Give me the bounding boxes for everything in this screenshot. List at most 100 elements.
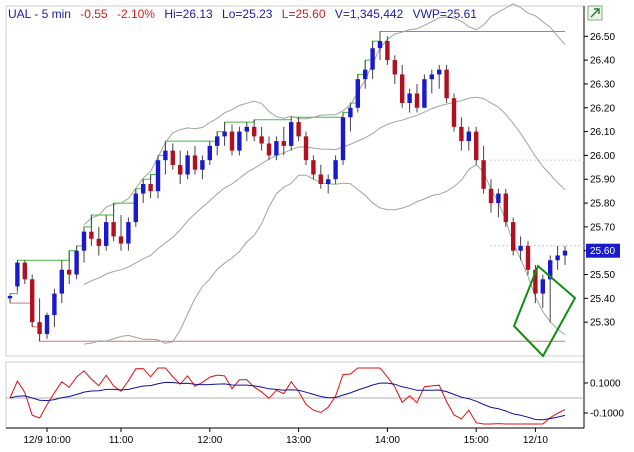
oscillator (6, 367, 584, 425)
candle-body (7, 295, 13, 299)
candle-body (385, 41, 390, 61)
candle-body (370, 48, 375, 70)
candle-body (74, 250, 79, 275)
symbol-label: UAL - 5 min (8, 7, 71, 21)
candle-body (377, 41, 383, 49)
pattern-annotation (512, 264, 577, 358)
candle-body (474, 131, 479, 161)
candle-body (363, 69, 368, 80)
candle-body (340, 117, 346, 161)
bollinger-upper (83, 3, 566, 226)
candle-body (44, 315, 50, 335)
candle-body (118, 236, 124, 244)
oscillator-tick-label: 0.1000 (590, 379, 621, 390)
time-tick-label: 11:00 (109, 435, 134, 446)
time-tick-label: 13:00 (286, 435, 311, 446)
candle-body (148, 184, 153, 192)
oscillator-slow-line (9, 381, 566, 421)
candle-body (429, 74, 434, 80)
candle-body (229, 131, 235, 151)
last-price-box: 25.60 (586, 243, 620, 258)
candle-body (207, 145, 212, 161)
candle-body (437, 69, 442, 75)
candle-body (155, 160, 161, 192)
price-tick-label: 25.50 (590, 270, 615, 281)
price-tick-label: 25.70 (590, 222, 615, 233)
oscillator-axis-ticks: 0.1000 -0.1000 (584, 379, 624, 420)
candle-body (333, 160, 338, 180)
candle-body (22, 262, 27, 280)
last-value: L=25.60 (282, 7, 326, 21)
candle-body (289, 122, 294, 146)
candle-body (141, 184, 146, 194)
candles (7, 31, 568, 342)
change-value: -0.55 (80, 7, 108, 21)
candle-body (303, 136, 309, 161)
candle-body (252, 126, 257, 137)
price-axis-ticks: 26.50 26.40 26.30 26.20 26.10 26.00 25.90 25.80… (584, 32, 615, 329)
candle-body (281, 141, 286, 146)
candle-body (503, 193, 508, 223)
candle-body (459, 126, 464, 142)
candle-body (533, 269, 538, 294)
price-tick-label: 26.20 (590, 103, 615, 114)
candle-body (178, 164, 183, 175)
price-tick-label: 26.00 (590, 151, 615, 162)
candle-body (392, 60, 397, 75)
candle-body (555, 255, 560, 261)
candle-body (407, 93, 412, 103)
candle-body (481, 160, 486, 189)
price-tick-label: 25.40 (590, 294, 615, 305)
time-tick-label: 12:00 (197, 435, 222, 446)
time-tick-label: 12/9 10:00 (23, 435, 71, 446)
candle-body (215, 136, 220, 146)
candle-body (163, 150, 168, 161)
candle-body (111, 222, 116, 237)
change-pct: -2.10% (117, 7, 155, 21)
oscillator-fast-line (9, 367, 566, 425)
candle-body (81, 231, 87, 251)
candle-body (133, 193, 138, 223)
candle-body (30, 279, 35, 323)
candle-body (237, 131, 242, 151)
candle-body (192, 155, 198, 170)
candle-body (444, 69, 449, 99)
candle-body (59, 269, 64, 294)
candle-body (488, 188, 494, 204)
candle-body (296, 122, 301, 137)
price-tick-label: 25.30 (590, 318, 615, 329)
corner-pin-icon[interactable] (587, 5, 603, 21)
vwap-value: VWP=25.61 (413, 7, 478, 21)
candle-body (311, 160, 316, 175)
candle-body (89, 231, 94, 239)
candle-body (548, 260, 553, 280)
candle-body (414, 93, 420, 108)
price-tick-label: 25.80 (590, 199, 615, 210)
time-tick-label: 14:00 (375, 435, 400, 446)
bollinger-middle (83, 96, 566, 285)
candle-body (52, 293, 57, 316)
candle-body (126, 222, 131, 244)
oscillator-tick-label: -0.1000 (590, 409, 624, 420)
candle-body (67, 269, 72, 275)
candle-body (104, 222, 109, 246)
low-value: Lo=25.23 (222, 7, 273, 21)
candle-body (326, 179, 331, 184)
price-tick-label: 26.30 (590, 79, 615, 90)
candle-body (511, 222, 516, 251)
header-info: UAL - 5 min -0.55 -2.10% Hi=26.13 Lo=25.… (8, 7, 477, 21)
candle-body (222, 131, 227, 137)
high-value: Hi=26.13 (164, 7, 213, 21)
candle-body (540, 279, 545, 294)
candle-body (274, 141, 279, 156)
candle-body (259, 136, 264, 144)
last-price-label: 25.60 (590, 246, 615, 257)
candle-body (525, 245, 531, 270)
candle-body (355, 79, 360, 108)
candle-body (37, 322, 42, 335)
candle-body (496, 193, 501, 204)
candle-body (185, 155, 190, 175)
candle-body (200, 160, 205, 170)
time-axis-ticks: 12/9 10:00 11:00 12:00 13:00 14:00 15:00 12/10 (23, 428, 548, 446)
